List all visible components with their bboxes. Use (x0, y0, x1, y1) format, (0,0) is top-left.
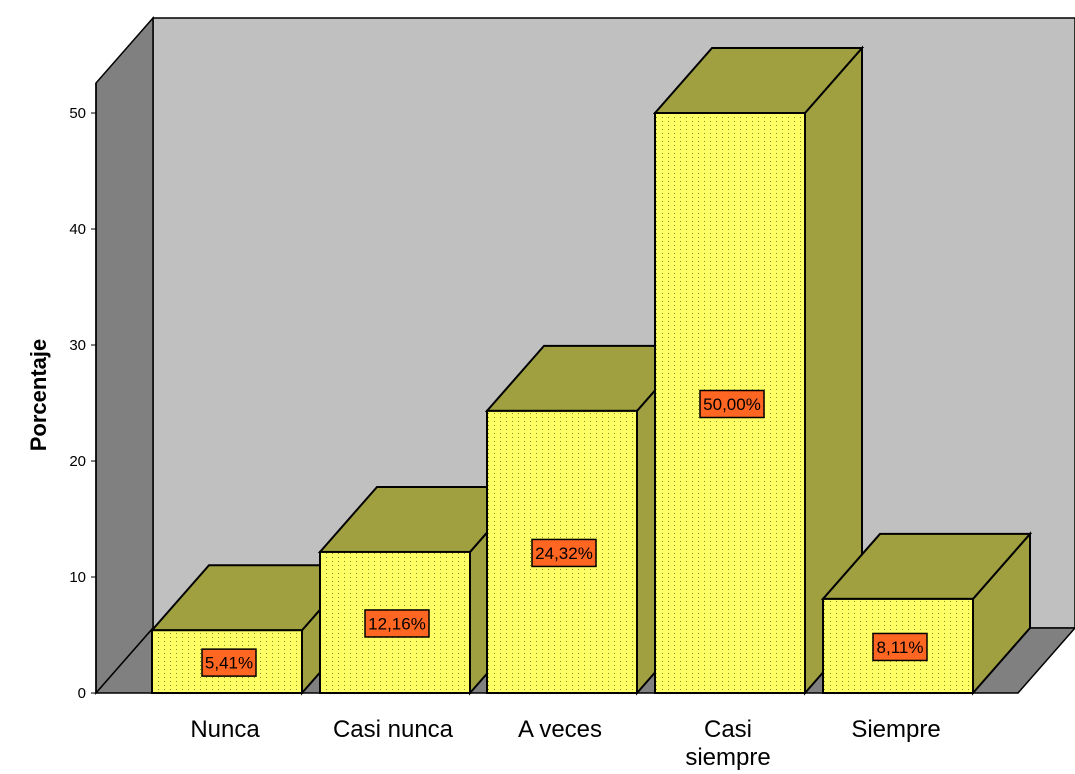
bar: 50,00% (652, 45, 865, 696)
data-label-box (201, 648, 257, 677)
data-label: 50,00% (699, 389, 765, 419)
data-label-text: 5,41% (205, 654, 253, 673)
data-label: 12,16% (364, 609, 430, 638)
data-label: 5,41% (201, 648, 257, 677)
data-label: 8,11% (872, 632, 928, 662)
bar: 8,11% (820, 531, 1033, 696)
data-label-text: 50,00% (703, 395, 761, 414)
bars: 5,41% 12,16% 24,32% 50,00% 8,11% (149, 45, 1033, 696)
x-tick-label: Casi siempre (685, 716, 770, 771)
x-tick-label: A veces (518, 716, 602, 743)
x-tick-label: Nunca (190, 716, 260, 743)
data-label-box (531, 538, 597, 568)
y-tick-label: 20 (69, 453, 86, 470)
data-label-box (699, 389, 765, 419)
data-label-text: 24,32% (535, 544, 593, 563)
data-label-text: 8,11% (877, 638, 924, 657)
y-tick-label: 30 (69, 337, 86, 354)
data-label-box (364, 609, 430, 638)
data-label-text: 12,16% (368, 614, 426, 633)
y-axis: 0 10 20 30 40 50 (69, 83, 97, 702)
data-label: 24,32% (531, 538, 597, 568)
x-tick-label: Casi nunca (333, 716, 454, 743)
y-tick-label: 10 (69, 569, 86, 586)
side-wall (95, 16, 154, 695)
x-axis: Nunca Casi nunca A veces Casi siempre Siempre (190, 716, 940, 771)
bar-front (654, 112, 806, 694)
y-tick-label: 0 (78, 685, 86, 702)
x-tick-label: Siempre (851, 716, 940, 743)
y-tick-label: 50 (69, 105, 86, 122)
data-label-box (872, 632, 928, 662)
y-tick-label: 40 (69, 221, 86, 238)
y-axis-title: Porcentaje (26, 339, 51, 452)
